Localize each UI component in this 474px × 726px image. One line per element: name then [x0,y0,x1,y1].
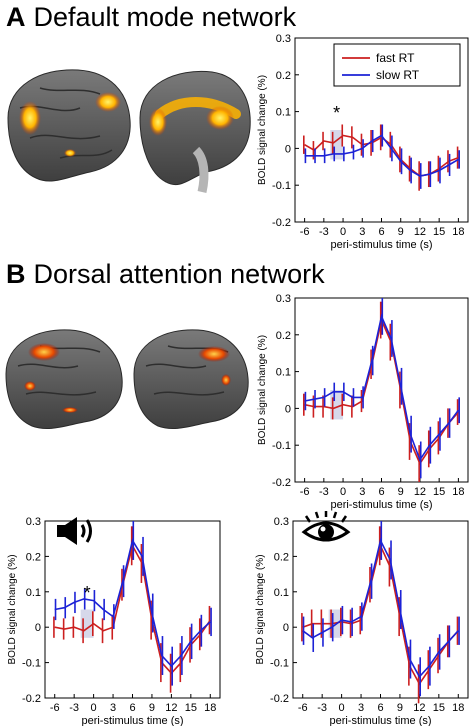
x-tick-label: 15 [433,486,445,498]
y-tick-label: -0.1 [272,180,291,192]
x-tick-label: 6 [378,226,384,238]
x-tick-label: -6 [300,486,310,498]
brain-images-dmn [7,69,251,193]
speaker-icon [57,517,92,545]
y-tick-label: 0.3 [26,516,41,528]
x-tick-label: 12 [414,226,426,238]
x-tick-label: 12 [413,702,425,714]
x-axis-label: peri-stimulus time (s) [81,715,183,726]
y-tick-label: 0.2 [276,330,291,342]
legend-entry: fast RT [376,51,415,65]
x-tick-label: 3 [359,226,365,238]
y-tick-label: -0.2 [272,477,291,489]
x-tick-label: 18 [452,226,464,238]
y-axis-label: BOLD signal change (%) [257,75,268,185]
y-axis-label: BOLD signal change (%) [7,554,18,664]
eye-icon [301,511,351,542]
x-tick-label: 6 [377,702,383,714]
x-axis-label: peri-stimulus time (s) [329,715,431,726]
y-tick-label: 0 [35,622,41,634]
x-tick-label: -3 [319,486,329,498]
x-tick-label: 0 [340,486,346,498]
x-tick-label: 15 [185,702,197,714]
x-tick-label: 18 [452,702,464,714]
y-tick-label: -0.2 [22,693,41,705]
legend-box [333,43,461,87]
x-tick-label: 18 [452,486,464,498]
panel-a-heading: A Default mode network [6,2,296,32]
brain-lateral-left [7,69,131,182]
x-tick-label: 3 [110,702,116,714]
x-tick-label: 0 [340,226,346,238]
y-tick-label: -0.1 [270,658,289,670]
series-line [302,543,459,686]
y-tick-label: 0.3 [276,33,291,45]
brain-medial-left [139,70,251,193]
x-tick-label: -6 [298,702,308,714]
panel-a-title: Default mode network [33,2,297,32]
y-tick-label: 0.3 [274,516,289,528]
y-tick-label: 0.2 [276,70,291,82]
x-tick-label: 6 [129,702,135,714]
x-tick-label: 9 [398,226,404,238]
x-tick-label: 3 [358,702,364,714]
y-axis-label: BOLD signal change (%) [257,335,268,445]
panel-b-heading: B Dorsal attention network [6,259,325,289]
y-tick-label: 0.1 [274,587,289,599]
panel-b-title: Dorsal attention network [33,259,325,289]
y-tick-label: -0.2 [272,217,291,229]
x-tick-label: 0 [339,702,345,714]
y-tick-label: 0 [283,622,289,634]
brain-lateral-left-dan [5,329,123,429]
y-tick-label: -0.1 [22,658,41,670]
y-axis-label: BOLD signal change (%) [255,554,266,664]
x-tick-label: 18 [204,702,216,714]
y-tick-label: 0 [285,403,291,415]
significance-marker: * [333,103,340,123]
x-tick-label: 3 [359,486,365,498]
panel-b-letter: B [6,259,26,289]
x-tick-label: 9 [149,702,155,714]
x-tick-label: 9 [398,486,404,498]
y-tick-label: 0.3 [276,293,291,305]
x-tick-label: -3 [319,226,329,238]
y-tick-label: -0.1 [272,440,291,452]
x-tick-label: 12 [414,486,426,498]
significance-marker: * [84,583,91,603]
y-tick-label: 0.2 [26,551,41,563]
x-tick-label: 12 [165,702,177,714]
y-tick-label: 0 [285,143,291,155]
x-tick-label: 15 [433,226,445,238]
x-tick-label: 0 [91,702,97,714]
panel-a-letter: A [6,2,26,32]
legend-entry: slow RT [376,68,420,82]
x-tick-label: -6 [50,702,60,714]
x-tick-label: 9 [397,702,403,714]
x-tick-label: 15 [433,702,445,714]
y-tick-label: 0.1 [276,107,291,119]
brain-lateral-right-dan [133,329,249,429]
y-tick-label: 0.1 [276,367,291,379]
x-tick-label: 6 [378,486,384,498]
x-tick-label: -3 [69,702,79,714]
x-tick-label: -3 [317,702,327,714]
x-axis-label: peri-stimulus time (s) [330,239,432,251]
y-tick-label: -0.2 [270,693,289,705]
y-tick-label: 0.1 [26,587,41,599]
brain-images-dan [5,329,249,429]
x-tick-label: -6 [300,226,310,238]
y-tick-label: 0.2 [274,551,289,563]
x-axis-label: peri-stimulus time (s) [330,499,432,511]
